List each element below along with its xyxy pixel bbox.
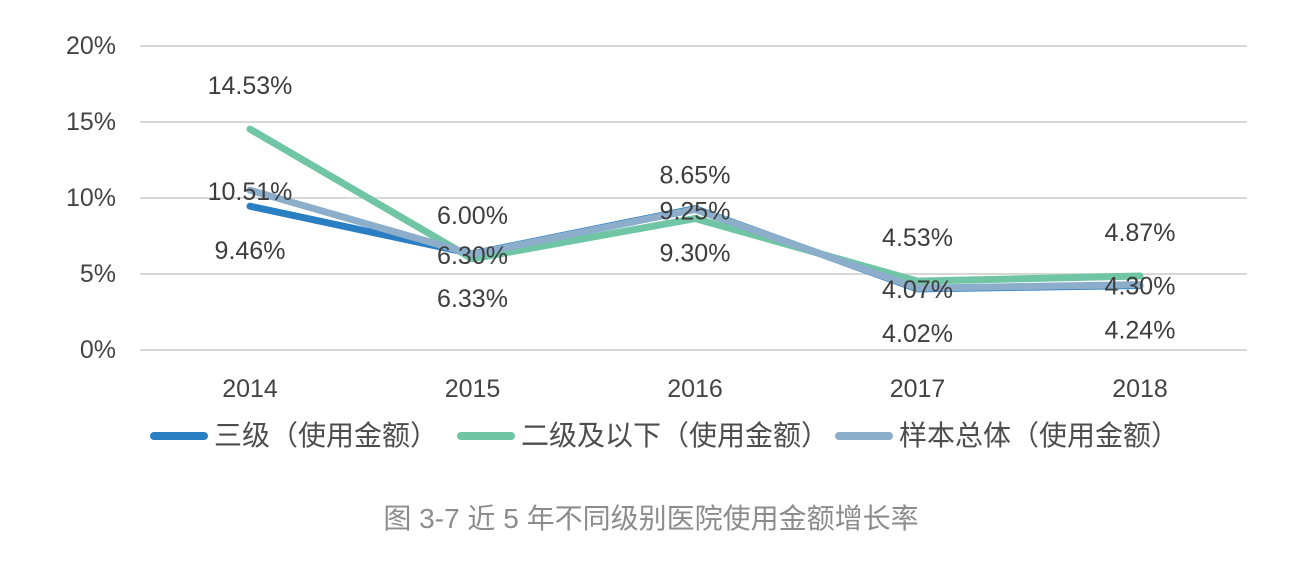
data-label: 9.46% <box>215 237 286 265</box>
data-label: 9.25% <box>660 197 731 225</box>
legend-label: 二级及以下（使用金额） <box>521 420 830 451</box>
data-label: 4.87% <box>1105 219 1176 247</box>
x-axis-label: 2017 <box>890 375 946 403</box>
line-chart: 0% 5% 10% 15% 20% 9.46% 6.33% 9.30% 4.02% 4.24% 14… <box>66 32 1247 403</box>
data-label: 6.30% <box>437 242 508 270</box>
x-axis-label: 2014 <box>222 375 278 403</box>
legend-item: 三级（使用金额） <box>150 420 438 452</box>
data-label: 14.53% <box>208 72 293 100</box>
data-label: 4.07% <box>882 276 953 304</box>
data-label: 6.33% <box>437 285 508 313</box>
legend-label: 样本总体（使用金额） <box>899 420 1180 451</box>
legend-swatch-icon <box>150 432 208 440</box>
y-axis-tick-label: 5% <box>80 260 116 288</box>
series-line-2 <box>246 186 1144 292</box>
data-label: 8.65% <box>660 162 731 190</box>
data-label: 4.30% <box>1105 273 1176 301</box>
x-axis-label: 2018 <box>1112 375 1168 403</box>
data-label: 6.00% <box>437 202 508 230</box>
y-axis-tick-label: 10% <box>66 184 116 212</box>
y-axis-tick-label: 15% <box>66 108 116 136</box>
x-axis-label: 2016 <box>667 375 723 403</box>
x-axis-label: 2015 <box>445 375 501 403</box>
y-axis-tick-label: 20% <box>66 32 116 60</box>
legend-label: 三级（使用金额） <box>214 420 439 451</box>
y-axis-tick-label: 0% <box>80 336 116 364</box>
data-label: 9.30% <box>660 240 731 268</box>
data-label: 10.51% <box>208 178 293 206</box>
figure-caption: 图 3-7 近 5 年不同级别医院使用金额增长率 <box>383 503 919 534</box>
data-label: 4.24% <box>1105 317 1176 345</box>
data-label: 4.53% <box>882 224 953 252</box>
legend-swatch-icon <box>457 432 515 440</box>
data-label: 4.02% <box>882 320 953 348</box>
legend-item: 样本总体（使用金额） <box>835 420 1179 452</box>
series-line-1 <box>246 125 1144 285</box>
legend-item: 二级及以下（使用金额） <box>457 420 829 452</box>
legend-swatch-icon <box>835 432 893 440</box>
